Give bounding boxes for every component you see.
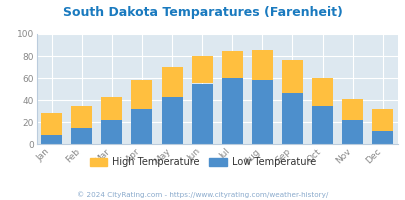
Bar	[281, 93, 302, 144]
Text: South Dakota Temparatures (Farenheit): South Dakota Temparatures (Farenheit)	[63, 6, 342, 19]
Bar	[191, 83, 212, 144]
Bar	[41, 113, 62, 135]
Bar	[161, 97, 182, 144]
Bar	[311, 106, 333, 144]
Bar	[251, 50, 272, 80]
Bar	[371, 109, 392, 131]
Bar	[71, 106, 92, 128]
Bar	[341, 99, 362, 120]
Bar	[311, 78, 333, 106]
Bar	[371, 131, 392, 144]
Bar	[251, 80, 272, 144]
Bar	[161, 67, 182, 97]
Bar	[101, 120, 122, 144]
Bar	[281, 60, 302, 93]
Text: © 2024 CityRating.com - https://www.cityrating.com/weather-history/: © 2024 CityRating.com - https://www.city…	[77, 191, 328, 198]
Bar	[131, 109, 152, 144]
Bar	[341, 120, 362, 144]
Bar	[41, 135, 62, 144]
Bar	[71, 128, 92, 144]
Bar	[221, 50, 242, 78]
Bar	[101, 97, 122, 120]
Bar	[221, 78, 242, 144]
Legend: High Temperature, Low Temperature: High Temperature, Low Temperature	[86, 153, 319, 171]
Bar	[131, 80, 152, 109]
Bar	[191, 56, 212, 83]
